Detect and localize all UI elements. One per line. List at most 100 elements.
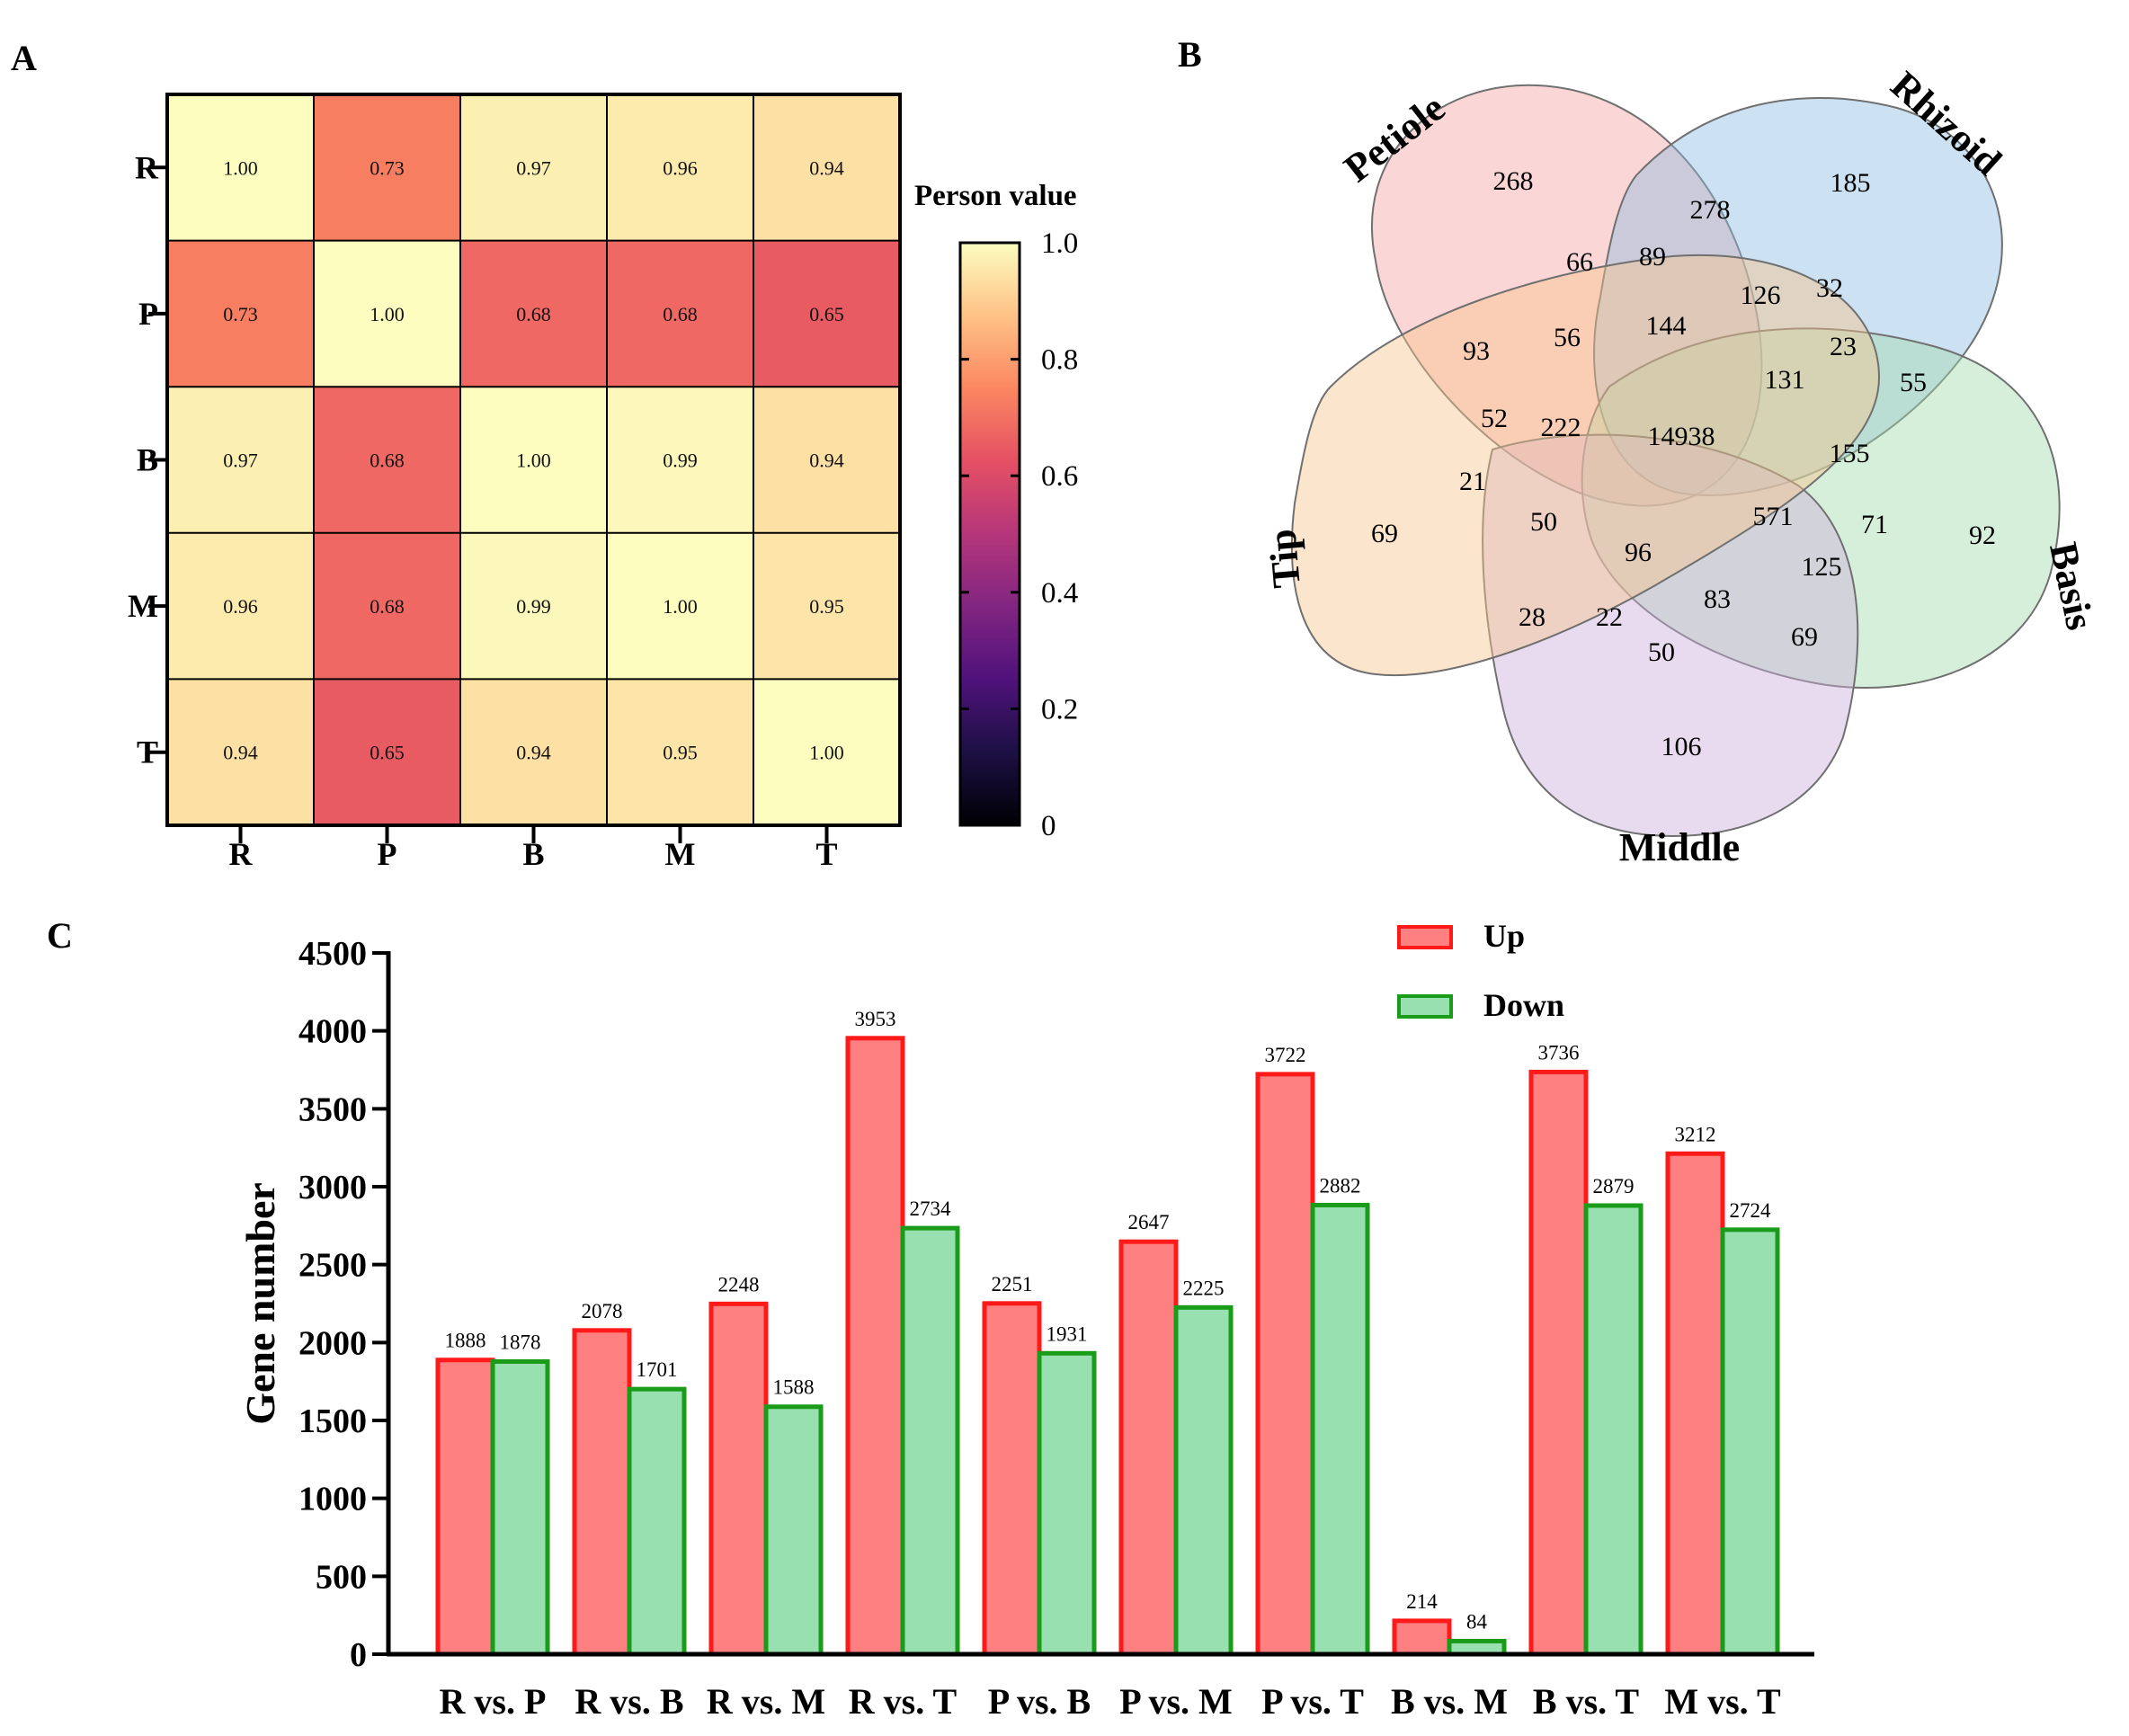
y-axis-tick-label: 500 bbox=[316, 1558, 367, 1596]
heatmap-cell-value: 0.68 bbox=[516, 303, 551, 325]
x-axis-category-label: M vs. T bbox=[1664, 1681, 1781, 1722]
bar-up bbox=[1392, 1618, 1452, 1657]
heatmap-cell-value: 1.00 bbox=[516, 450, 551, 472]
bar-down bbox=[1037, 1350, 1097, 1657]
colorbar-tick-label: 1.0 bbox=[1041, 227, 1078, 260]
venn-set-middle bbox=[1482, 433, 1859, 838]
y-axis-title: Gene number bbox=[237, 1182, 283, 1425]
heatmap-cell bbox=[460, 240, 607, 387]
panel-label-a: A bbox=[11, 38, 37, 78]
venn-count: 106 bbox=[1661, 732, 1702, 761]
y-axis-tick-label: 3500 bbox=[298, 1091, 367, 1128]
bar-down bbox=[900, 1225, 960, 1657]
bar-value-label: 1931 bbox=[1047, 1322, 1088, 1345]
venn-count: 125 bbox=[1802, 552, 1842, 582]
y-axis-tick-label: 0 bbox=[350, 1636, 367, 1674]
heatmap-cell bbox=[460, 387, 607, 533]
heatmap-col-label: T bbox=[815, 836, 837, 872]
bar-y-axis-ticks: 0 500 1000 1500 2000 2500 3000 3500 4000 4500 bbox=[298, 935, 388, 1674]
heatmap-col-label: P bbox=[378, 836, 397, 872]
bar-value-label: 1701 bbox=[637, 1358, 678, 1381]
y-axis-tick-label: 4000 bbox=[298, 1013, 367, 1051]
panel-label-b: B bbox=[1178, 34, 1202, 75]
legend-swatch-up bbox=[1397, 925, 1453, 949]
legend-label-down: Down bbox=[1483, 987, 1564, 1023]
venn-count: 52 bbox=[1481, 404, 1508, 433]
bar-down bbox=[490, 1358, 550, 1657]
x-axis-category-label: P vs. T bbox=[1261, 1681, 1364, 1722]
bar-up bbox=[572, 1328, 632, 1657]
legend-label-up: Up bbox=[1483, 918, 1525, 954]
venn-count: 92 bbox=[1969, 521, 1996, 550]
heatmap-cell-value: 0.99 bbox=[663, 450, 698, 472]
venn-count: 89 bbox=[1639, 242, 1666, 272]
heatmap-row-label: B bbox=[137, 442, 158, 478]
venn-count: 69 bbox=[1371, 519, 1398, 548]
venn-count: 131 bbox=[1765, 365, 1805, 395]
venn-count: 50 bbox=[1530, 507, 1557, 537]
heatmap-cell-value: 0.97 bbox=[516, 156, 551, 179]
venn-count: 23 bbox=[1830, 332, 1857, 361]
venn-count: 268 bbox=[1493, 166, 1534, 196]
heatmap-cell bbox=[607, 679, 753, 825]
heatmap-cell bbox=[167, 240, 314, 387]
bar-up bbox=[1528, 1069, 1589, 1657]
heatmap-cell-value: 0.95 bbox=[809, 595, 844, 618]
venn-count: 185 bbox=[1831, 168, 1871, 198]
heatmap-cell-value: 0.73 bbox=[223, 303, 258, 325]
heatmap-cell bbox=[314, 240, 460, 387]
colorbar-tick-label: 0 bbox=[1041, 810, 1056, 842]
venn-diagram: Petiole Rhizoid Basis Middle Tip 268 185… bbox=[1260, 63, 2102, 869]
venn-count: 278 bbox=[1690, 195, 1731, 225]
venn-set-rhizoid bbox=[1593, 97, 2003, 496]
heatmap-cell-value: 1.00 bbox=[370, 303, 405, 325]
bar-value-label: 2251 bbox=[992, 1273, 1033, 1295]
venn-count: 222 bbox=[1541, 413, 1581, 442]
bar-value-label: 2734 bbox=[910, 1197, 952, 1220]
venn-count: 66 bbox=[1566, 247, 1593, 277]
heatmap-cell bbox=[460, 94, 607, 241]
bar-value-label: 84 bbox=[1466, 1610, 1488, 1633]
heatmap-cell-value: 0.94 bbox=[223, 742, 258, 764]
bar-value-label: 3953 bbox=[855, 1008, 896, 1030]
heatmap-cell bbox=[167, 387, 314, 533]
heatmap-cell bbox=[167, 679, 314, 825]
bar-value-label: 2078 bbox=[582, 1300, 623, 1322]
venn-count: 28 bbox=[1519, 602, 1546, 632]
venn-count: 83 bbox=[1704, 584, 1731, 614]
venn-count: 69 bbox=[1791, 622, 1818, 652]
y-axis-tick-label: 4500 bbox=[298, 935, 367, 973]
venn-count: 50 bbox=[1648, 637, 1675, 667]
x-axis-category-label: B vs. T bbox=[1533, 1681, 1640, 1722]
venn-count: 93 bbox=[1463, 336, 1490, 366]
venn-count: 571 bbox=[1753, 502, 1794, 531]
bar-value-label: 214 bbox=[1406, 1590, 1438, 1613]
heatmap-cell bbox=[167, 532, 314, 680]
heatmap-cell bbox=[753, 387, 900, 533]
heatmap-row-label: P bbox=[138, 296, 158, 332]
heatmap-cell-value: 0.73 bbox=[370, 156, 405, 179]
y-axis-tick-label: 2000 bbox=[298, 1324, 367, 1362]
colorbar-tick-label: 0.6 bbox=[1041, 460, 1078, 493]
legend-swatch-down bbox=[1397, 994, 1453, 1019]
heatmap-cell bbox=[607, 240, 753, 387]
venn-count: 21 bbox=[1459, 467, 1486, 496]
y-axis-tick-label: 2500 bbox=[298, 1247, 367, 1285]
bar-value-label: 3722 bbox=[1265, 1044, 1306, 1066]
heatmap-cell bbox=[607, 387, 753, 533]
heatmap-cell bbox=[314, 532, 460, 680]
colorbar-tick-label: 0.4 bbox=[1041, 577, 1078, 610]
heatmap-col-label: B bbox=[522, 836, 544, 872]
heatmap-cell-value: 0.94 bbox=[809, 156, 844, 179]
heatmap-cell-value: 0.65 bbox=[370, 742, 405, 764]
colorbar-tick-label: 0.2 bbox=[1041, 693, 1078, 726]
heatmap-col-label: R bbox=[229, 836, 254, 872]
x-axis-category-label: B vs. M bbox=[1391, 1681, 1508, 1722]
bar-down bbox=[1720, 1227, 1780, 1657]
bar-up bbox=[435, 1358, 495, 1657]
venn-count: 32 bbox=[1816, 273, 1843, 303]
heatmap-cell-value: 1.00 bbox=[809, 742, 844, 764]
heatmap-cell-value: 0.68 bbox=[370, 450, 405, 472]
x-axis-category-label: P vs. M bbox=[1119, 1681, 1233, 1722]
